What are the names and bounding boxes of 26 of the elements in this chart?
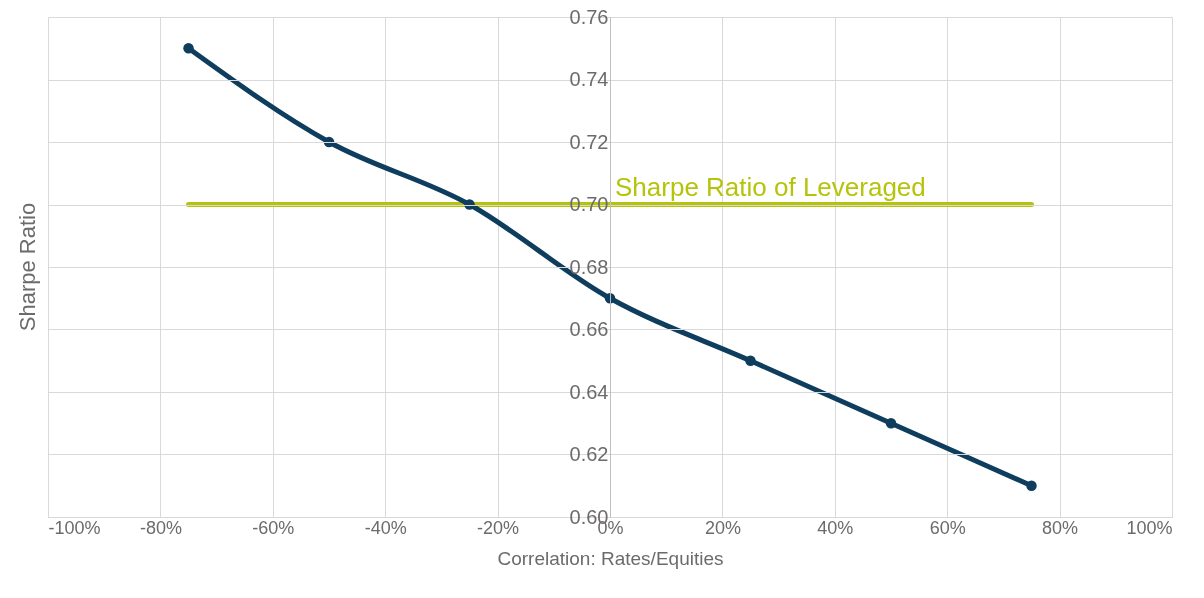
x-tick-label: 40% (817, 517, 854, 538)
x-tick-label: -20% (477, 517, 520, 538)
point (323, 136, 335, 148)
y-axis-title: Sharpe Ratio (15, 202, 40, 332)
point (1026, 480, 1037, 491)
y-tick-label: 0.74 (569, 68, 609, 90)
x-tick-label: -60% (252, 517, 295, 538)
y-tick-label: 0.66 (569, 318, 609, 340)
x-tick-label: 20% (704, 517, 741, 538)
y-tick-label: 0.72 (569, 130, 609, 153)
x-tick-label: -40% (364, 517, 407, 538)
x-tick-label: -100% (48, 517, 101, 538)
point (885, 418, 897, 429)
y-tick-label: 0.62 (569, 443, 609, 465)
y-tick-label: 0.68 (569, 255, 609, 278)
point (464, 199, 475, 210)
y-tick-label: 0.76 (569, 5, 609, 28)
x-tick-label: 60% (929, 517, 966, 538)
point (183, 43, 194, 54)
point (745, 355, 756, 366)
series-label: Sharpe Ratio of Leveraged (615, 171, 926, 202)
x-tick-label: 80% (1042, 517, 1079, 538)
y-tick-label: 0.64 (569, 380, 609, 403)
x-tick-label: 100% (1126, 517, 1173, 538)
x-axis-title: Correlation: Rates/Equities (497, 547, 724, 569)
x-tick-label: -80% (139, 517, 182, 538)
